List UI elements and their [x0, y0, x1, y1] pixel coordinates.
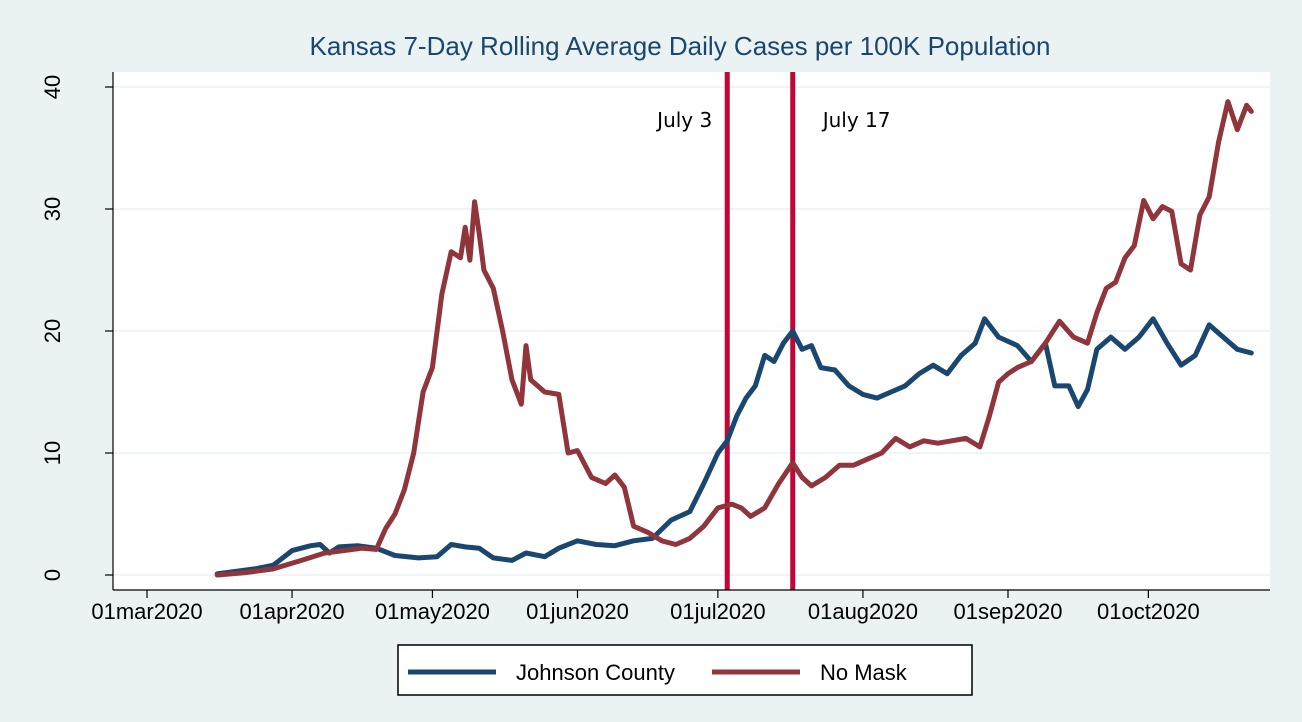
- x-tick-label: 01oct2020: [1097, 599, 1200, 624]
- annotation-label-july-17: July 17: [821, 108, 891, 132]
- series-lines: [214, 99, 1254, 578]
- y-tick-label: 10: [40, 441, 65, 465]
- x-tick-label: 01may2020: [375, 599, 490, 624]
- legend-label-no-mask: No Mask: [820, 660, 908, 685]
- x-tick-label: 01jul2020: [670, 599, 765, 624]
- x-tick-label: 01apr2020: [239, 599, 344, 624]
- y-tick-label: 20: [40, 319, 65, 343]
- x-tick-label: 01sep2020: [954, 599, 1063, 624]
- chart-title: Kansas 7-Day Rolling Average Daily Cases…: [310, 31, 1051, 61]
- series-line-johnson-county: [214, 316, 1254, 577]
- series-line-no-mask: [214, 99, 1254, 578]
- x-tick-label: 01jun2020: [526, 599, 629, 624]
- legend-label-johnson-county: Johnson County: [516, 660, 675, 685]
- gridlines: [113, 86, 1270, 576]
- y-tick-label: 40: [40, 75, 65, 99]
- axes: 0 10 20 30 40 01mar2020 01apr2020 01may2020 01ju…: [40, 72, 1270, 624]
- annotation-label-july-3: July 3: [655, 108, 712, 132]
- x-tick-label: 01mar2020: [91, 599, 202, 624]
- x-tick-label: 01aug2020: [808, 599, 918, 624]
- y-tick-label: 0: [40, 569, 65, 581]
- y-tick-label: 30: [40, 197, 65, 221]
- legend: Johnson County No Mask: [397, 644, 973, 696]
